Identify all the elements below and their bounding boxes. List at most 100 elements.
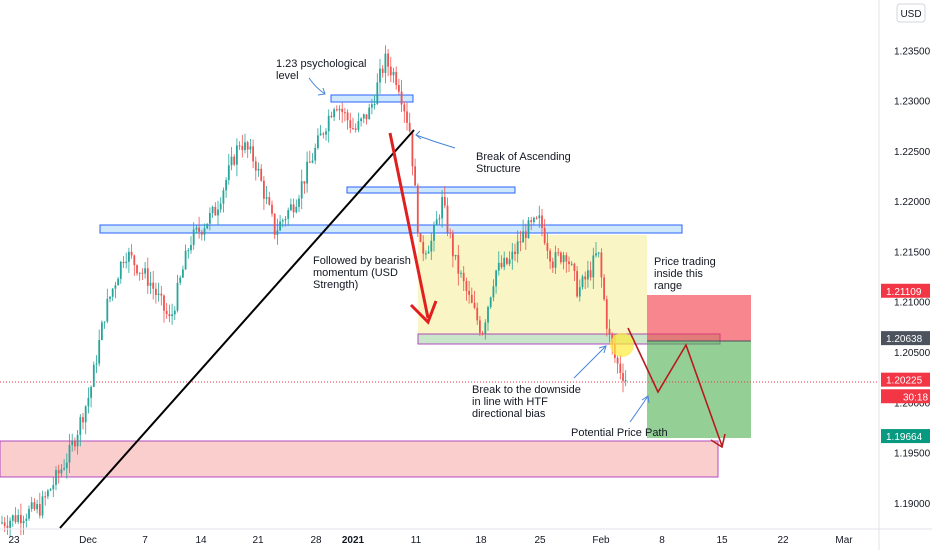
candle-body xyxy=(379,68,381,83)
candle-body xyxy=(616,357,619,364)
candle-body xyxy=(276,230,279,235)
price-tag: 1.20225 xyxy=(881,372,930,387)
candle-body xyxy=(200,231,203,235)
time-axis[interactable]: 23 Dec 7 14 21 28 2021 11 18 25 Feb 8 15 22 Mar xyxy=(0,528,932,546)
candle-body xyxy=(446,205,449,233)
candle-body xyxy=(503,257,506,268)
candle-body xyxy=(427,251,430,254)
price-tag-label: 1.20225 xyxy=(886,376,923,387)
candle-body xyxy=(470,294,473,303)
candle-body xyxy=(360,118,362,122)
y-tick-label: 1.21000 xyxy=(894,298,931,309)
candle-body xyxy=(406,111,408,123)
candle-body xyxy=(325,131,327,135)
currency-badge[interactable]: USD xyxy=(896,3,926,23)
candle-body xyxy=(308,161,311,163)
breakdown-highlight xyxy=(610,333,634,357)
candle-body xyxy=(300,181,303,199)
candle-body xyxy=(538,215,541,219)
candle-body xyxy=(190,245,192,251)
candle-body xyxy=(217,209,219,216)
candle-body xyxy=(454,254,457,257)
candle-body xyxy=(192,229,195,246)
y-tick-label: 1.23500 xyxy=(894,46,931,57)
price-tag-bg xyxy=(881,372,930,387)
candle-body xyxy=(354,128,357,130)
price-axis[interactable]: 1.19000 1.19500 1.20000 1.20500 1.21000 1.215… xyxy=(878,0,931,550)
candle-body xyxy=(551,261,554,268)
candle-body xyxy=(403,104,406,112)
x-tick-label: 2021 xyxy=(342,535,365,546)
take-profit-box xyxy=(647,341,751,438)
bearish-momentum-arrow xyxy=(388,132,438,325)
candle-body xyxy=(152,282,155,289)
candle-body xyxy=(281,220,284,222)
candle-body xyxy=(605,299,608,329)
candle-body xyxy=(141,272,144,274)
candle-body xyxy=(322,133,325,135)
candle-body xyxy=(368,107,371,120)
candle-body xyxy=(460,272,462,274)
candle-body xyxy=(573,263,576,272)
candle-body xyxy=(157,293,160,295)
candle-body xyxy=(263,180,265,199)
candles xyxy=(1,45,627,538)
candle-body xyxy=(271,204,273,214)
candle-body xyxy=(103,321,106,323)
candle-body xyxy=(414,166,416,186)
candle-body xyxy=(11,515,14,521)
x-tick-label: Mar xyxy=(835,535,853,546)
candle-body xyxy=(357,121,360,130)
candle-body xyxy=(14,515,17,522)
candle-body xyxy=(219,203,222,210)
pointer-arrows xyxy=(308,77,650,423)
candle-body xyxy=(562,255,565,263)
candle-body xyxy=(516,241,519,255)
candle-body xyxy=(457,254,460,274)
candle-body xyxy=(497,262,500,271)
candle-body xyxy=(146,268,149,286)
candle-body xyxy=(584,276,587,280)
candle-body xyxy=(38,504,41,516)
candle-body xyxy=(227,165,230,181)
candle-body xyxy=(422,241,425,254)
candle-body xyxy=(84,406,87,423)
x-tick-label: 7 xyxy=(142,535,148,546)
candle-body xyxy=(33,502,36,510)
arrow-break-downside xyxy=(573,345,607,379)
candle-body xyxy=(362,114,365,119)
candle-body xyxy=(168,314,171,317)
candle-body xyxy=(71,441,74,446)
candle-body xyxy=(41,496,44,516)
candle-body xyxy=(303,181,306,184)
candle-body xyxy=(225,180,227,191)
candle-body xyxy=(541,215,543,228)
candle-body xyxy=(519,241,522,243)
candle-body xyxy=(554,252,557,268)
candle-body xyxy=(346,112,349,121)
candle-body xyxy=(254,161,257,171)
candle-body xyxy=(111,288,114,297)
candle-body xyxy=(557,252,560,254)
candle-body xyxy=(441,196,443,219)
x-tick-label: 28 xyxy=(310,535,322,546)
candle-body xyxy=(163,295,165,311)
candle-body xyxy=(17,515,20,522)
candle-body xyxy=(389,66,392,76)
candle-body xyxy=(522,231,524,243)
candle-body xyxy=(44,496,47,498)
candle-body xyxy=(63,468,65,470)
candle-body xyxy=(173,310,176,315)
candle-body xyxy=(330,115,333,118)
candle-body xyxy=(179,277,182,283)
candle-body xyxy=(449,232,452,234)
x-tick-label: 25 xyxy=(534,535,546,546)
candle-body xyxy=(25,518,28,521)
annotation-break-structure: Break of Ascending Structure xyxy=(476,151,574,175)
candle-body xyxy=(349,120,352,129)
candle-body xyxy=(144,268,146,274)
candle-body xyxy=(165,310,168,315)
candle-body xyxy=(101,322,103,340)
candle-body xyxy=(257,168,260,171)
